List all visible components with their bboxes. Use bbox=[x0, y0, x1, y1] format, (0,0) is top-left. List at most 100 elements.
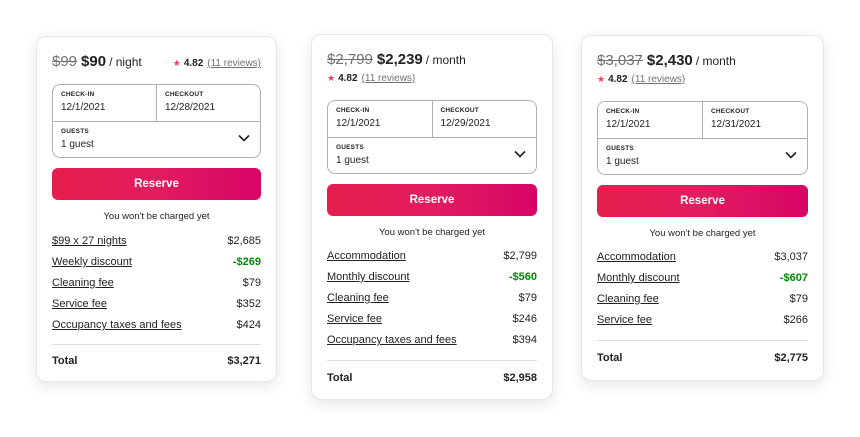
fee-row-accommodation: Accommodation $3,037 bbox=[597, 251, 808, 272]
guests-value: 1 guest bbox=[336, 155, 369, 166]
fee-label[interactable]: Service fee bbox=[327, 313, 383, 325]
guests-dropdown[interactable]: GUESTS 1 guest bbox=[328, 138, 536, 174]
total-divider bbox=[597, 340, 808, 341]
chevron-down-icon bbox=[785, 151, 797, 159]
discount-amount: -$269 bbox=[232, 256, 261, 268]
checkin-field[interactable]: CHECK-IN 12/1/2021 bbox=[598, 102, 702, 138]
price-period: / month bbox=[695, 54, 736, 68]
total-amount: $2,958 bbox=[503, 372, 537, 384]
fee-row-cleaning: Cleaning fee $79 bbox=[597, 293, 808, 314]
checkin-label: CHECK-IN bbox=[336, 107, 370, 114]
checkin-field[interactable]: CHECK-IN 12/1/2021 bbox=[53, 85, 156, 121]
reviews-link[interactable]: (11 reviews) bbox=[631, 74, 686, 85]
fee-list: Accommodation $3,037 Monthly discount -$… bbox=[597, 251, 808, 335]
star-icon: ★ bbox=[597, 74, 606, 84]
reviews-link[interactable]: (11 reviews) bbox=[361, 73, 416, 84]
fee-amount: $394 bbox=[512, 334, 537, 346]
total-label: Total bbox=[52, 355, 78, 367]
discounted-price: $90 bbox=[81, 53, 107, 70]
no-charge-note: You won't be charged yet bbox=[378, 227, 486, 238]
fee-row-taxes: Occupancy taxes and fees $394 bbox=[327, 334, 537, 355]
checkout-label: CHECKOUT bbox=[165, 91, 204, 98]
discounted-price: $2,430 bbox=[646, 52, 693, 69]
chevron-down-icon bbox=[238, 134, 250, 142]
guests-dropdown[interactable]: GUESTS 1 guest bbox=[598, 139, 807, 175]
star-icon: ★ bbox=[172, 58, 181, 68]
total-label: Total bbox=[327, 372, 353, 384]
fee-row-discount: Monthly discount -$607 bbox=[597, 272, 808, 293]
fee-row-taxes: Occupancy taxes and fees $424 bbox=[52, 319, 261, 340]
discount-amount: -$607 bbox=[779, 272, 808, 284]
fee-amount: $3,037 bbox=[774, 251, 808, 263]
original-price: $3,037 bbox=[597, 52, 643, 69]
fee-label[interactable]: Service fee bbox=[52, 298, 108, 310]
booking-card-nightly: $99 $90 / night ★ 4.82 (11 reviews) CHEC… bbox=[36, 36, 277, 382]
fee-row-service: Service fee $352 bbox=[52, 298, 261, 319]
fee-label[interactable]: Monthly discount bbox=[327, 271, 410, 283]
checkout-value: 12/29/2021 bbox=[440, 118, 491, 129]
fee-label[interactable]: Weekly discount bbox=[52, 256, 132, 268]
reserve-button[interactable]: Reserve bbox=[327, 184, 537, 216]
fee-row-discount: Weekly discount -$269 bbox=[52, 256, 261, 277]
booking-fields: CHECK-IN 12/1/2021 CHECKOUT 12/28/2021 G… bbox=[52, 84, 261, 158]
checkout-field[interactable]: CHECKOUT 12/29/2021 bbox=[431, 101, 537, 137]
fee-label[interactable]: Service fee bbox=[597, 314, 653, 326]
guests-label: GUESTS bbox=[61, 128, 89, 135]
checkout-value: 12/28/2021 bbox=[165, 102, 216, 113]
rating-value: 4.82 bbox=[338, 73, 358, 84]
total-amount: $3,271 bbox=[227, 355, 261, 367]
fee-amount: $2,799 bbox=[503, 250, 537, 262]
reserve-button[interactable]: Reserve bbox=[52, 168, 261, 200]
original-price: $99 bbox=[52, 53, 78, 70]
guests-value: 1 guest bbox=[61, 139, 94, 150]
fee-label[interactable]: $99 x 27 nights bbox=[52, 235, 127, 247]
price-header: $99 $90 / night ★ 4.82 (11 reviews) bbox=[52, 53, 261, 70]
fee-label[interactable]: Accommodation bbox=[327, 250, 406, 262]
discount-amount: -$560 bbox=[508, 271, 537, 283]
fee-list: $99 x 27 nights $2,685 Weekly discount -… bbox=[52, 235, 261, 340]
booking-card-monthly-alt: $3,037 $2,430 / month ★ 4.82 (11 reviews… bbox=[581, 35, 824, 381]
guests-value: 1 guest bbox=[606, 156, 639, 167]
fee-list: Accommodation $2,799 Monthly discount -$… bbox=[327, 250, 537, 355]
checkin-field[interactable]: CHECK-IN 12/1/2021 bbox=[328, 101, 432, 137]
fee-label[interactable]: Cleaning fee bbox=[597, 293, 659, 305]
total-amount: $2,775 bbox=[774, 352, 808, 364]
discounted-price: $2,239 bbox=[376, 51, 423, 68]
reserve-button[interactable]: Reserve bbox=[597, 185, 808, 217]
fee-amount: $246 bbox=[512, 313, 537, 325]
fee-amount: $424 bbox=[236, 319, 261, 331]
fee-row-nights: $99 x 27 nights $2,685 bbox=[52, 235, 261, 256]
total-label: Total bbox=[597, 352, 623, 364]
fee-label[interactable]: Occupancy taxes and fees bbox=[327, 334, 457, 346]
booking-fields: CHECK-IN 12/1/2021 CHECKOUT 12/29/2021 G… bbox=[327, 100, 537, 174]
total-divider bbox=[327, 360, 537, 361]
booking-card-monthly: $2,799 $2,239 / month ★ 4.82 (11 reviews… bbox=[311, 34, 553, 400]
fee-row-discount: Monthly discount -$560 bbox=[327, 271, 537, 292]
chevron-down-icon bbox=[514, 150, 526, 158]
guests-dropdown[interactable]: GUESTS 1 guest bbox=[53, 122, 260, 158]
price-period: / night bbox=[109, 55, 142, 69]
fee-row-service: Service fee $266 bbox=[597, 314, 808, 335]
price-header: $3,037 $2,430 / month bbox=[597, 52, 808, 69]
checkout-value: 12/31/2021 bbox=[711, 119, 762, 130]
reviews-link[interactable]: (11 reviews) bbox=[207, 58, 261, 69]
checkout-label: CHECKOUT bbox=[440, 107, 479, 114]
fee-label[interactable]: Accommodation bbox=[597, 251, 676, 263]
total-divider bbox=[52, 344, 261, 345]
total-row: Total $3,271 bbox=[52, 355, 261, 367]
fee-label[interactable]: Monthly discount bbox=[597, 272, 680, 284]
fee-amount: $2,685 bbox=[227, 235, 261, 247]
fee-amount: $79 bbox=[242, 277, 261, 289]
rating: ★ 4.82 (11 reviews) bbox=[327, 73, 415, 84]
checkout-field[interactable]: CHECKOUT 12/28/2021 bbox=[156, 85, 260, 121]
checkin-value: 12/1/2021 bbox=[336, 118, 381, 129]
checkout-field[interactable]: CHECKOUT 12/31/2021 bbox=[702, 102, 807, 138]
fee-label[interactable]: Occupancy taxes and fees bbox=[52, 319, 182, 331]
guests-label: GUESTS bbox=[336, 144, 364, 151]
total-row: Total $2,958 bbox=[327, 372, 537, 384]
fee-row-service: Service fee $246 bbox=[327, 313, 537, 334]
fee-label[interactable]: Cleaning fee bbox=[52, 277, 114, 289]
rating-value: 4.82 bbox=[183, 58, 204, 69]
fee-label[interactable]: Cleaning fee bbox=[327, 292, 389, 304]
checkin-value: 12/1/2021 bbox=[606, 119, 651, 130]
